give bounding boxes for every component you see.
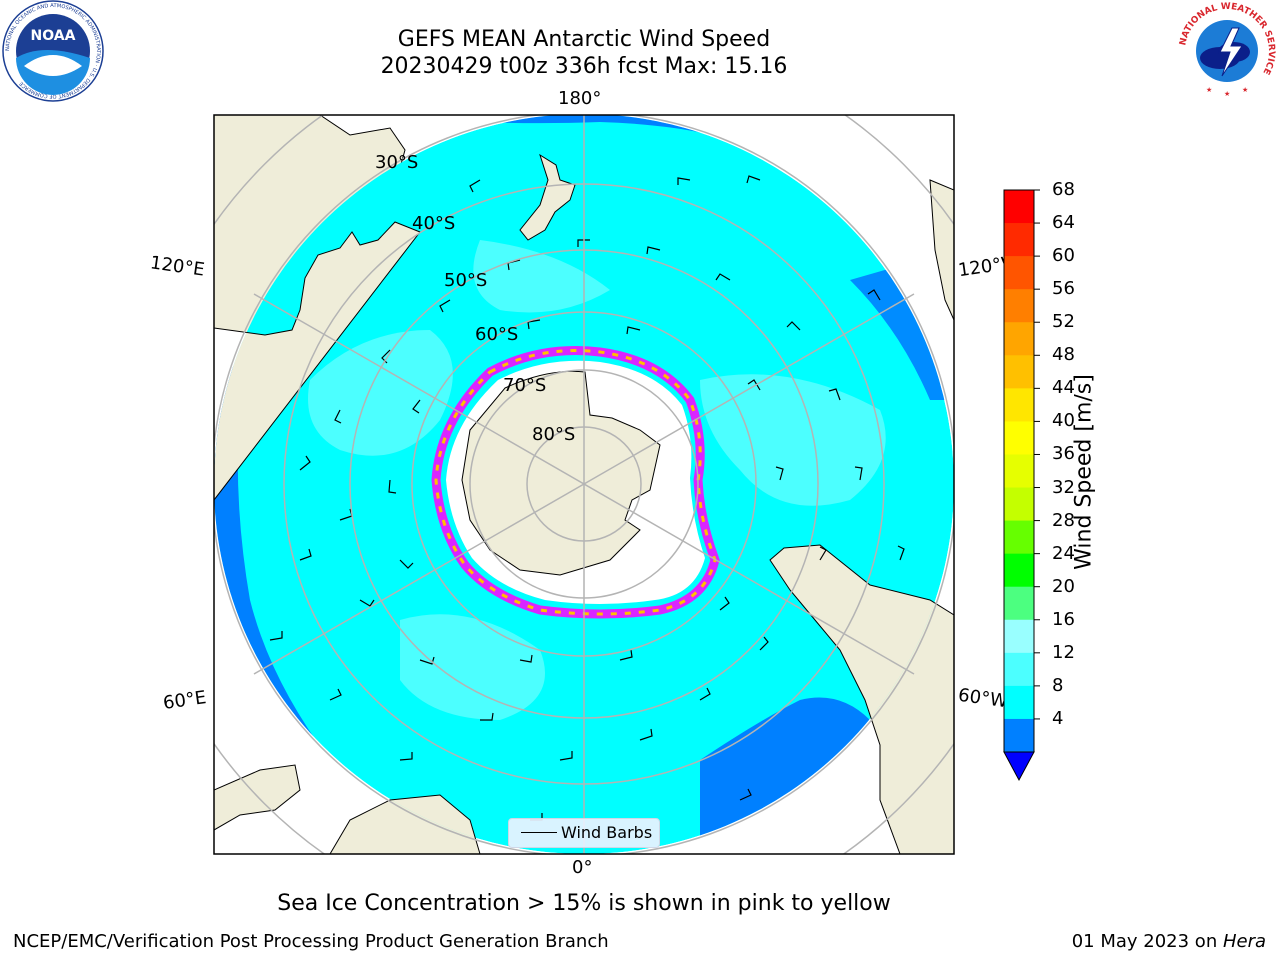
colorbar-label: Wind Speed [m/s] [1071, 374, 1097, 570]
colorbar-band [1004, 388, 1034, 422]
colorbar-tick-label: 16 [1052, 608, 1075, 630]
map-frame [213, 114, 955, 855]
colorbar-tick-label: 28 [1052, 509, 1075, 531]
colorbar-tick-label: 48 [1052, 344, 1075, 366]
colorbar-band [1004, 355, 1034, 389]
colorbar-band [1004, 190, 1034, 224]
lat-label-40s: 40°S [412, 213, 456, 234]
colorbar-band [1004, 289, 1034, 323]
colorbar-band [1004, 520, 1034, 555]
colorbar-band [1004, 223, 1034, 257]
colorbar-tick-label: 8 [1052, 674, 1064, 696]
footer-right: 01 May 2023 on Hera [1072, 931, 1266, 952]
colorbar-tick-label: 36 [1052, 443, 1075, 465]
colorbar-tick-label: 40 [1052, 410, 1075, 432]
colorbar-band [1004, 718, 1034, 753]
chart-subtitle: 20230429 t00z 336h fcst Max: 15.16 [380, 54, 788, 79]
colorbar-tick-label: 32 [1052, 476, 1075, 498]
colorbar-tick-label: 52 [1052, 311, 1075, 333]
colorbar-band [1004, 421, 1034, 455]
colorbar-tick-label: 64 [1052, 212, 1075, 234]
lat-label-60s: 60°S [475, 324, 519, 345]
colorbar-band [1004, 487, 1034, 522]
svg-text:★: ★ [1242, 86, 1248, 94]
footer-left: NCEP/EMC/Verification Post Processing Pr… [13, 931, 609, 952]
chart-title: GEFS MEAN Antarctic Wind Speed [397, 27, 771, 52]
colorbar-tick-label: 68 [1052, 179, 1075, 200]
noaa-logo: NATIONAL OCEANIC AND ATMOSPHERIC ADMINIS… [2, 0, 104, 102]
colorbar-band [1004, 322, 1034, 356]
colorbar-tick-label: 56 [1052, 278, 1075, 300]
colorbar-tick-label: 60 [1052, 245, 1075, 267]
colorbar-band [1004, 454, 1034, 489]
colorbar-tick-label: 20 [1052, 575, 1075, 597]
noaa-logo-text: NOAA [31, 28, 76, 44]
footer-machine: Hera [1222, 931, 1266, 952]
nws-logo: NATIONAL WEATHER SERVICE ★ ★ ★ [1177, 1, 1277, 101]
colorbar-band [1004, 553, 1034, 588]
footer-date: 01 May 2023 on [1071, 931, 1223, 952]
lat-label-80s: 80°S [532, 424, 576, 445]
lon-label-0: 0° [572, 857, 593, 878]
legend-label: Wind Barbs [561, 823, 653, 842]
svg-text:★: ★ [1224, 90, 1230, 98]
graticule [214, 115, 954, 854]
colorbar [1003, 189, 1040, 782]
colorbar-tick-label: 12 [1052, 641, 1075, 663]
svg-text:★: ★ [1206, 86, 1212, 94]
map-legend: Wind Barbs [508, 818, 660, 848]
colorbar-extend-arrow [1003, 751, 1035, 782]
lat-label-50s: 50°S [444, 270, 488, 291]
colorbar-band [1004, 586, 1034, 621]
antarctica [431, 346, 720, 619]
colorbar-tick-label: 4 [1052, 707, 1064, 729]
colorbar-band [1004, 685, 1034, 720]
lat-label-70s: 70°S [503, 375, 547, 396]
colorbar-band [1004, 619, 1034, 654]
lon-label-180: 180° [558, 88, 602, 109]
colorbar-frame [1003, 189, 1035, 753]
colorbar-tick-label: 24 [1052, 542, 1075, 564]
sea-ice-note: Sea Ice Concentration > 15% is shown in … [277, 891, 891, 916]
colorbar-tick-label: 44 [1052, 377, 1075, 399]
legend-wind-barb-swatch [521, 832, 557, 833]
colorbar-band [1004, 652, 1034, 687]
lat-label-30s: 30°S [375, 152, 419, 173]
colorbar-band [1004, 256, 1034, 290]
